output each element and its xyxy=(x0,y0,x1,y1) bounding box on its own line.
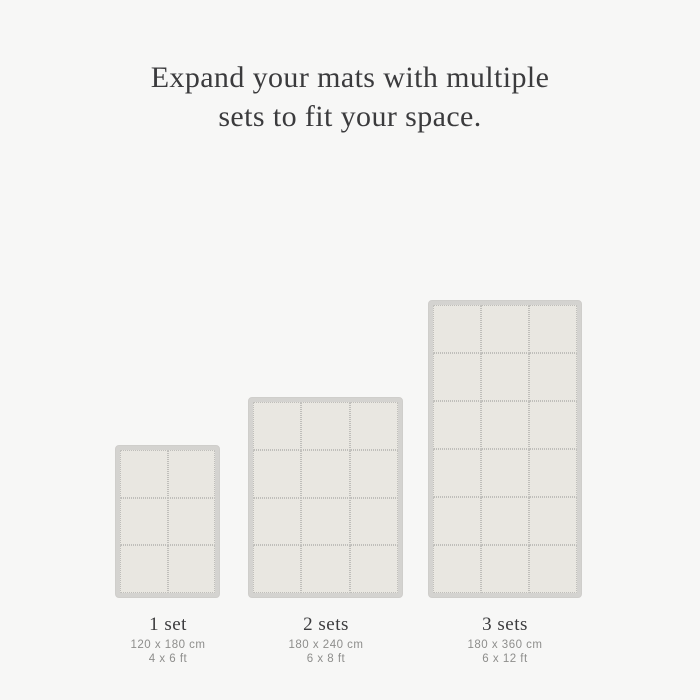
size-cm-label: 180 x 360 cm xyxy=(467,639,543,651)
mat-tile xyxy=(529,545,577,593)
mat-tile xyxy=(481,305,529,353)
mat-illustration-1-set xyxy=(115,445,220,598)
size-ft-label: 6 x 8 ft xyxy=(306,653,346,665)
mat-tile xyxy=(349,402,398,450)
set-count-label: 3 sets xyxy=(482,614,528,635)
mat-tile xyxy=(301,497,350,546)
mat-tile xyxy=(481,545,529,593)
mat-tile xyxy=(253,545,302,593)
mat-label-1-set: 1 set 120 x 180 cm 4 x 6 ft xyxy=(83,613,253,666)
size-cm-label: 120 x 180 cm xyxy=(130,639,206,651)
page-title: Expand your mats with multiple sets to f… xyxy=(0,58,700,136)
mat-tile xyxy=(120,497,168,546)
set-count-label: 1 set xyxy=(149,614,187,635)
mat-tile xyxy=(349,449,398,498)
mat-tile xyxy=(529,497,577,545)
page-title-line-1: Expand your mats with multiple xyxy=(150,61,550,94)
mat-tile xyxy=(349,545,398,593)
mat-tile xyxy=(301,449,350,498)
mat-tile xyxy=(301,545,350,593)
size-ft-label: 4 x 6 ft xyxy=(148,653,188,665)
mat-tile xyxy=(433,401,481,449)
mat-tile-grid xyxy=(120,450,215,593)
page-title-line-2: sets to fit your space. xyxy=(218,100,482,133)
mat-tile xyxy=(167,545,215,593)
mat-tile xyxy=(481,401,529,449)
mat-label-3-sets: 3 sets 180 x 360 cm 6 x 12 ft xyxy=(420,613,590,666)
mat-tile xyxy=(433,497,481,545)
mat-tile xyxy=(481,353,529,401)
mat-tile xyxy=(529,449,577,497)
mat-illustration-2-sets xyxy=(248,397,403,598)
mat-tile-grid xyxy=(433,305,577,593)
set-count-label: 2 sets xyxy=(303,614,349,635)
mat-tile xyxy=(120,545,168,593)
mat-tile xyxy=(433,449,481,497)
size-ft-label: 6 x 12 ft xyxy=(482,653,528,665)
mat-tile xyxy=(433,305,481,353)
mat-tile xyxy=(529,401,577,449)
mat-tile xyxy=(481,449,529,497)
mat-tile xyxy=(349,497,398,546)
mat-tile xyxy=(167,450,215,498)
size-cm-label: 180 x 240 cm xyxy=(288,639,364,651)
mat-tile xyxy=(433,353,481,401)
mat-tile xyxy=(529,305,577,353)
mat-tile xyxy=(301,402,350,450)
mat-tile xyxy=(253,449,302,498)
mat-tile xyxy=(253,497,302,546)
mat-tile xyxy=(167,497,215,546)
mat-tile-grid xyxy=(253,402,398,593)
mat-tile xyxy=(120,450,168,498)
mat-tile xyxy=(253,402,302,450)
mat-tile xyxy=(481,497,529,545)
mat-tile xyxy=(433,545,481,593)
mat-illustration-3-sets xyxy=(428,300,582,598)
mat-label-2-sets: 2 sets 180 x 240 cm 6 x 8 ft xyxy=(241,613,411,666)
mat-tile xyxy=(529,353,577,401)
